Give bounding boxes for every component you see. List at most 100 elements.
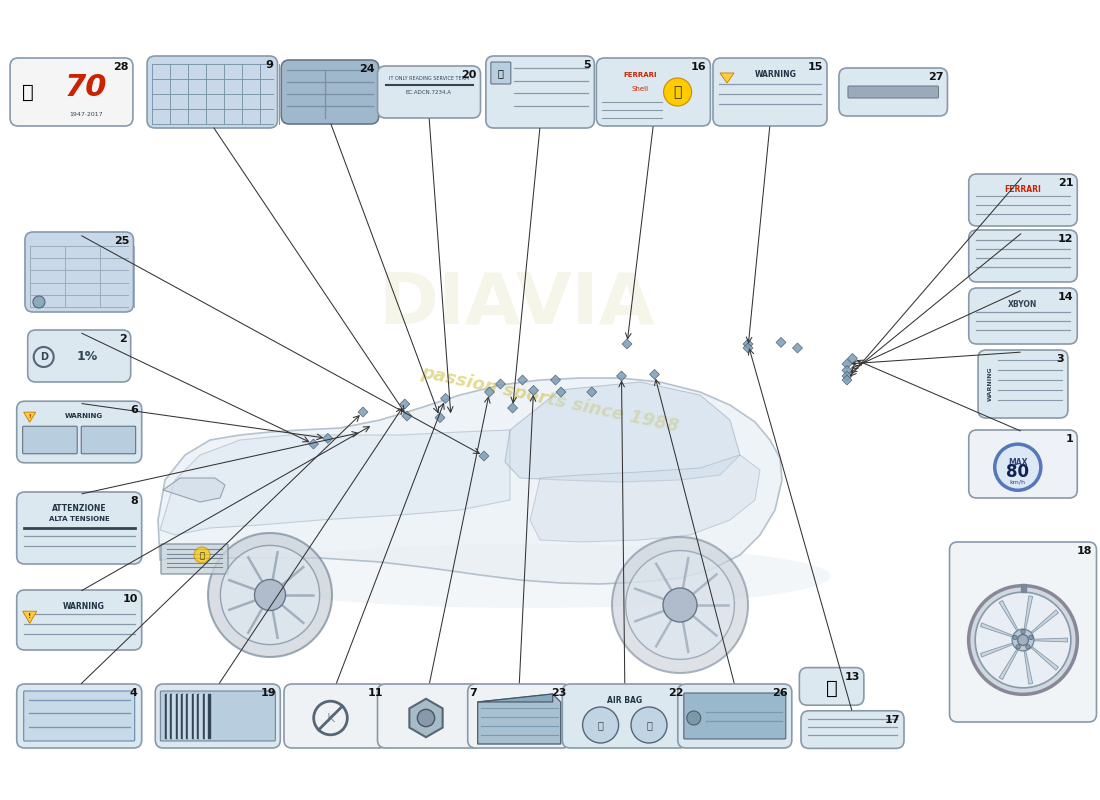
Text: 16: 16 [691, 62, 706, 72]
FancyBboxPatch shape [161, 544, 228, 574]
Polygon shape [399, 399, 410, 409]
Text: 🐎: 🐎 [199, 551, 205, 561]
Text: 23: 23 [551, 688, 566, 698]
Text: ALTA TENSIONE: ALTA TENSIONE [48, 516, 110, 522]
Text: 80: 80 [1006, 463, 1030, 481]
Polygon shape [477, 694, 552, 702]
Text: 26: 26 [772, 688, 788, 698]
Text: !: ! [29, 614, 31, 619]
Text: 21: 21 [1058, 178, 1074, 188]
Text: 2: 2 [119, 334, 126, 344]
Text: 🐚: 🐚 [673, 85, 682, 99]
Polygon shape [440, 394, 451, 403]
Circle shape [417, 710, 434, 726]
Text: 9: 9 [266, 60, 274, 70]
Polygon shape [1024, 650, 1033, 684]
Circle shape [254, 579, 286, 610]
Text: 11: 11 [367, 688, 383, 698]
FancyBboxPatch shape [678, 684, 792, 748]
Text: MAX: MAX [1008, 458, 1027, 466]
FancyBboxPatch shape [848, 86, 938, 98]
FancyBboxPatch shape [949, 542, 1097, 722]
Circle shape [976, 592, 1070, 688]
Polygon shape [495, 379, 506, 389]
Text: 🧑: 🧑 [597, 720, 604, 730]
Polygon shape [621, 339, 632, 349]
FancyBboxPatch shape [969, 288, 1077, 344]
FancyBboxPatch shape [16, 590, 142, 650]
Circle shape [969, 586, 1077, 694]
PathPatch shape [505, 382, 740, 482]
Polygon shape [322, 434, 333, 443]
Text: AIR BAG: AIR BAG [607, 696, 642, 705]
FancyBboxPatch shape [596, 58, 711, 126]
Text: 3: 3 [1056, 354, 1064, 364]
FancyBboxPatch shape [486, 56, 594, 128]
Text: FERRARI: FERRARI [1004, 185, 1042, 194]
Text: FERRARI: FERRARI [624, 72, 657, 78]
Text: ⛽: ⛽ [826, 679, 837, 698]
FancyBboxPatch shape [10, 58, 133, 126]
FancyBboxPatch shape [24, 691, 134, 741]
Polygon shape [847, 354, 858, 363]
Text: 🛞: 🛞 [646, 720, 652, 730]
Polygon shape [649, 370, 660, 379]
Text: 8: 8 [130, 496, 138, 506]
FancyBboxPatch shape [377, 684, 481, 748]
Text: WARNING: WARNING [988, 366, 992, 402]
Polygon shape [842, 366, 852, 375]
Text: WARNING: WARNING [755, 70, 796, 79]
FancyBboxPatch shape [155, 684, 280, 748]
Text: 70: 70 [65, 74, 107, 102]
Circle shape [686, 711, 701, 725]
FancyBboxPatch shape [377, 66, 481, 118]
Text: 20: 20 [461, 70, 476, 80]
Text: 🐴: 🐴 [22, 82, 34, 102]
Text: 12: 12 [1058, 234, 1074, 244]
Text: 28: 28 [113, 62, 129, 72]
Circle shape [631, 707, 667, 743]
Circle shape [33, 296, 45, 308]
Polygon shape [1024, 596, 1033, 630]
PathPatch shape [160, 430, 510, 535]
Polygon shape [842, 371, 852, 381]
Text: ATTENZIONE: ATTENZIONE [52, 504, 107, 513]
Circle shape [220, 546, 320, 645]
Polygon shape [742, 343, 754, 353]
Polygon shape [434, 413, 446, 422]
Polygon shape [478, 451, 490, 461]
Text: D: D [40, 352, 47, 362]
PathPatch shape [530, 455, 760, 542]
Polygon shape [842, 359, 852, 369]
Polygon shape [517, 375, 528, 385]
Circle shape [612, 537, 748, 673]
Text: 🛞: 🛞 [498, 68, 504, 78]
Text: WARNING: WARNING [64, 602, 106, 611]
Polygon shape [999, 649, 1019, 679]
Text: 19: 19 [261, 688, 276, 698]
PathPatch shape [158, 378, 782, 584]
Polygon shape [409, 699, 442, 738]
Polygon shape [528, 386, 539, 395]
Circle shape [663, 78, 692, 106]
PathPatch shape [163, 478, 225, 502]
Text: IT ONLY READING SERVICE TERM: IT ONLY READING SERVICE TERM [389, 76, 469, 81]
Text: 7: 7 [469, 688, 476, 698]
Text: 14: 14 [1057, 292, 1074, 302]
FancyBboxPatch shape [491, 62, 510, 84]
Polygon shape [1034, 638, 1067, 642]
Circle shape [194, 547, 210, 563]
FancyBboxPatch shape [969, 174, 1077, 226]
Polygon shape [1031, 646, 1058, 670]
Polygon shape [24, 412, 35, 422]
Text: 25: 25 [114, 236, 130, 246]
Polygon shape [980, 623, 1013, 637]
FancyBboxPatch shape [562, 684, 688, 748]
Text: 5: 5 [583, 60, 591, 70]
Text: 22: 22 [668, 688, 683, 698]
Polygon shape [556, 387, 566, 397]
FancyBboxPatch shape [16, 492, 142, 564]
Text: 15: 15 [807, 62, 823, 72]
Polygon shape [792, 343, 803, 353]
FancyBboxPatch shape [282, 60, 378, 124]
